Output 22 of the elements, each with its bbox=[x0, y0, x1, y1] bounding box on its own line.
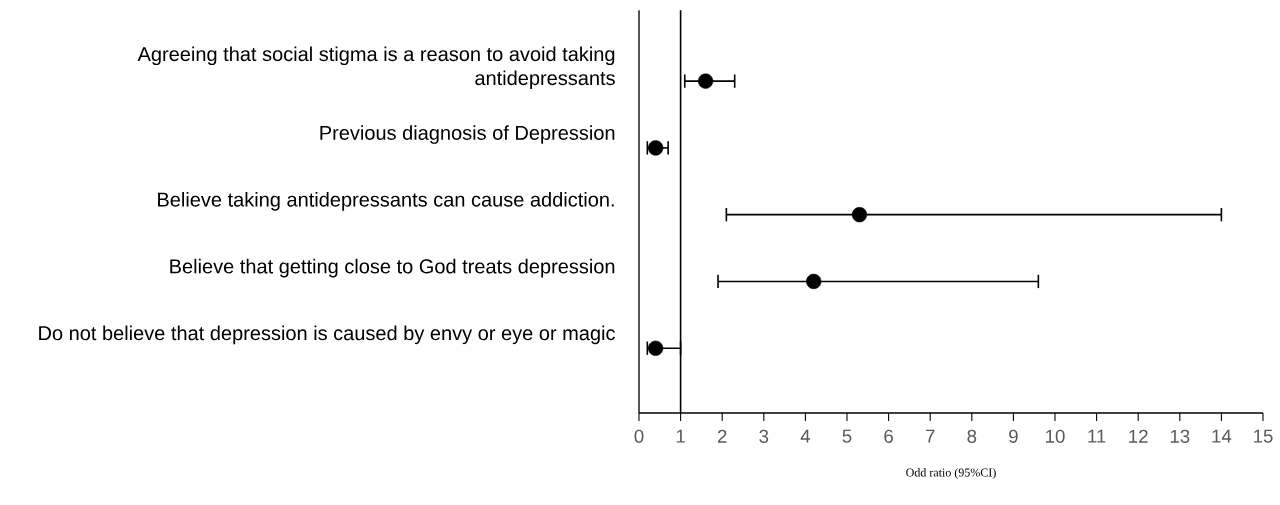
y-tick-label: Believe taking antidepressants can cause addiction. bbox=[158, 192, 614, 211]
y-tick-label: Previous diagnosis of Depression bbox=[320, 125, 615, 144]
y-tick-label: Believe that getting close to God treats depression bbox=[170, 258, 615, 278]
y-tick-label: Do not believe that depression is caused by envy or eye or magic bbox=[39, 325, 615, 345]
x-tick-label: 2 bbox=[717, 429, 727, 443]
x-tick-label: 4 bbox=[800, 429, 811, 443]
x-tick-label: 8 bbox=[967, 429, 977, 443]
x-tick-label: 15 bbox=[1254, 429, 1273, 443]
x-tick-label: 5 bbox=[842, 429, 852, 443]
y-tick-label: Agreeing that social stigma is a reason to avoid taking antidepressants bbox=[137, 46, 615, 90]
x-tick-label: 1 bbox=[676, 429, 685, 443]
x-axis-title: Odd ratio (95%CI) bbox=[906, 468, 996, 479]
x-tick-label: 13 bbox=[1170, 429, 1190, 443]
x-tick-label: 12 bbox=[1129, 429, 1148, 443]
x-tick-label: 9 bbox=[1009, 429, 1018, 443]
x-tick-label: 11 bbox=[1088, 429, 1106, 443]
x-tick-label: 14 bbox=[1212, 429, 1232, 443]
x-tick-label: 3 bbox=[759, 429, 769, 443]
x-tick-label: 0 bbox=[634, 429, 644, 443]
x-tick-label: 7 bbox=[925, 429, 935, 443]
x-tick-label: 10 bbox=[1046, 429, 1065, 443]
x-tick-label: 6 bbox=[884, 429, 893, 443]
